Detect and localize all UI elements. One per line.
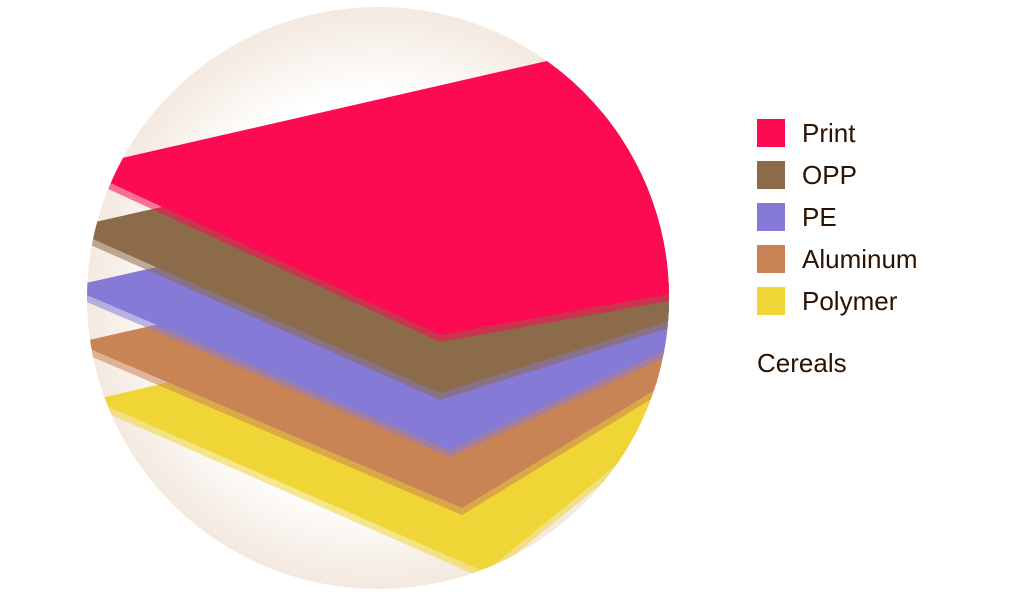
legend-swatch: [757, 287, 785, 315]
caption: Cereals: [757, 348, 847, 378]
legend-swatch: [757, 161, 785, 189]
legend-label: Aluminum: [802, 244, 918, 274]
legend-label: OPP: [802, 160, 857, 190]
legend-swatch: [757, 119, 785, 147]
legend-label: PE: [802, 202, 837, 232]
legend-label: Print: [802, 118, 856, 148]
layer: [87, 28, 669, 335]
legend-swatch: [757, 245, 785, 273]
legend-swatch: [757, 203, 785, 231]
legend: Print OPP PE Aluminum Polymer: [757, 118, 918, 316]
layer-stack: [87, 28, 669, 579]
legend-label: Polymer: [802, 286, 898, 316]
